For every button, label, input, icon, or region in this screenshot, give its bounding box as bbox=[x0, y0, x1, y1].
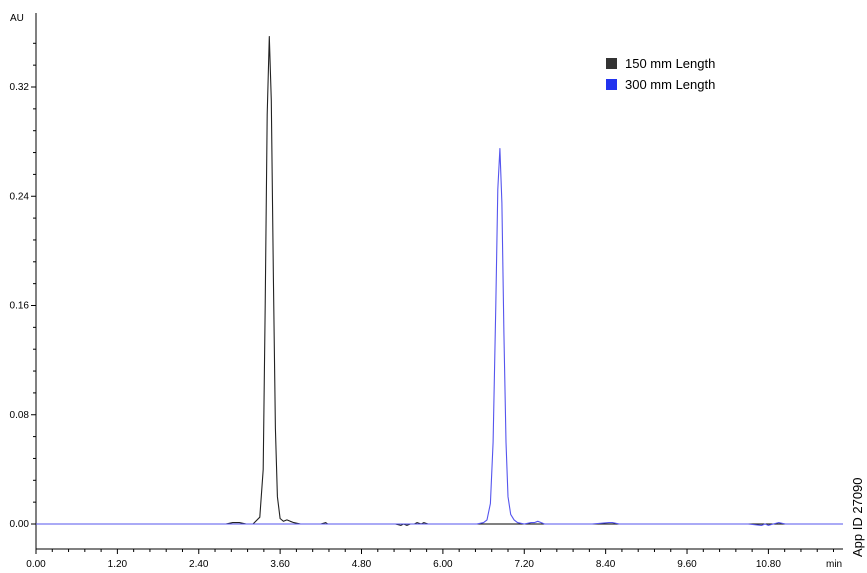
x-tick-label: 9.60 bbox=[677, 559, 697, 570]
y-tick-label: 0.24 bbox=[10, 191, 30, 202]
legend-label-150mm: 150 mm Length bbox=[625, 56, 715, 71]
x-tick-label: 0.00 bbox=[26, 559, 46, 570]
legend-label-300mm: 300 mm Length bbox=[625, 77, 715, 92]
x-tick-label: 1.20 bbox=[108, 559, 128, 570]
y-axis-label: AU bbox=[10, 13, 24, 24]
legend-swatch-300mm bbox=[606, 79, 617, 90]
x-tick-label: 2.40 bbox=[189, 559, 209, 570]
x-tick-label: 6.00 bbox=[433, 559, 453, 570]
legend: 150 mm Length 300 mm Length bbox=[606, 56, 715, 92]
legend-swatch-150mm bbox=[606, 58, 617, 69]
x-tick-label: 3.60 bbox=[270, 559, 290, 570]
x-tick-label: 8.40 bbox=[596, 559, 616, 570]
y-tick-label: 0.16 bbox=[10, 301, 30, 312]
x-tick-label: 4.80 bbox=[352, 559, 372, 570]
x-tick-label: 10.80 bbox=[756, 559, 781, 570]
x-ticks: 0.00 1.20 2.40 3.60 4.80 6.00 7.20 8.40 9.60 10.8… bbox=[26, 549, 835, 570]
y-tick-label: 0.08 bbox=[10, 410, 30, 421]
axes bbox=[35, 13, 843, 550]
app-id-annotation: App ID 27090 bbox=[850, 477, 865, 557]
x-axis-label: min bbox=[826, 559, 842, 570]
y-tick-label: 0.00 bbox=[10, 519, 30, 530]
y-tick-label: 0.32 bbox=[10, 82, 30, 93]
series-group bbox=[36, 35, 843, 526]
series-line-300mm bbox=[36, 147, 843, 526]
series-line-150mm bbox=[36, 35, 443, 526]
x-tick-label: 7.20 bbox=[515, 559, 535, 570]
y-ticks: 0.00 0.08 0.16 0.24 0.32 bbox=[10, 42, 36, 530]
